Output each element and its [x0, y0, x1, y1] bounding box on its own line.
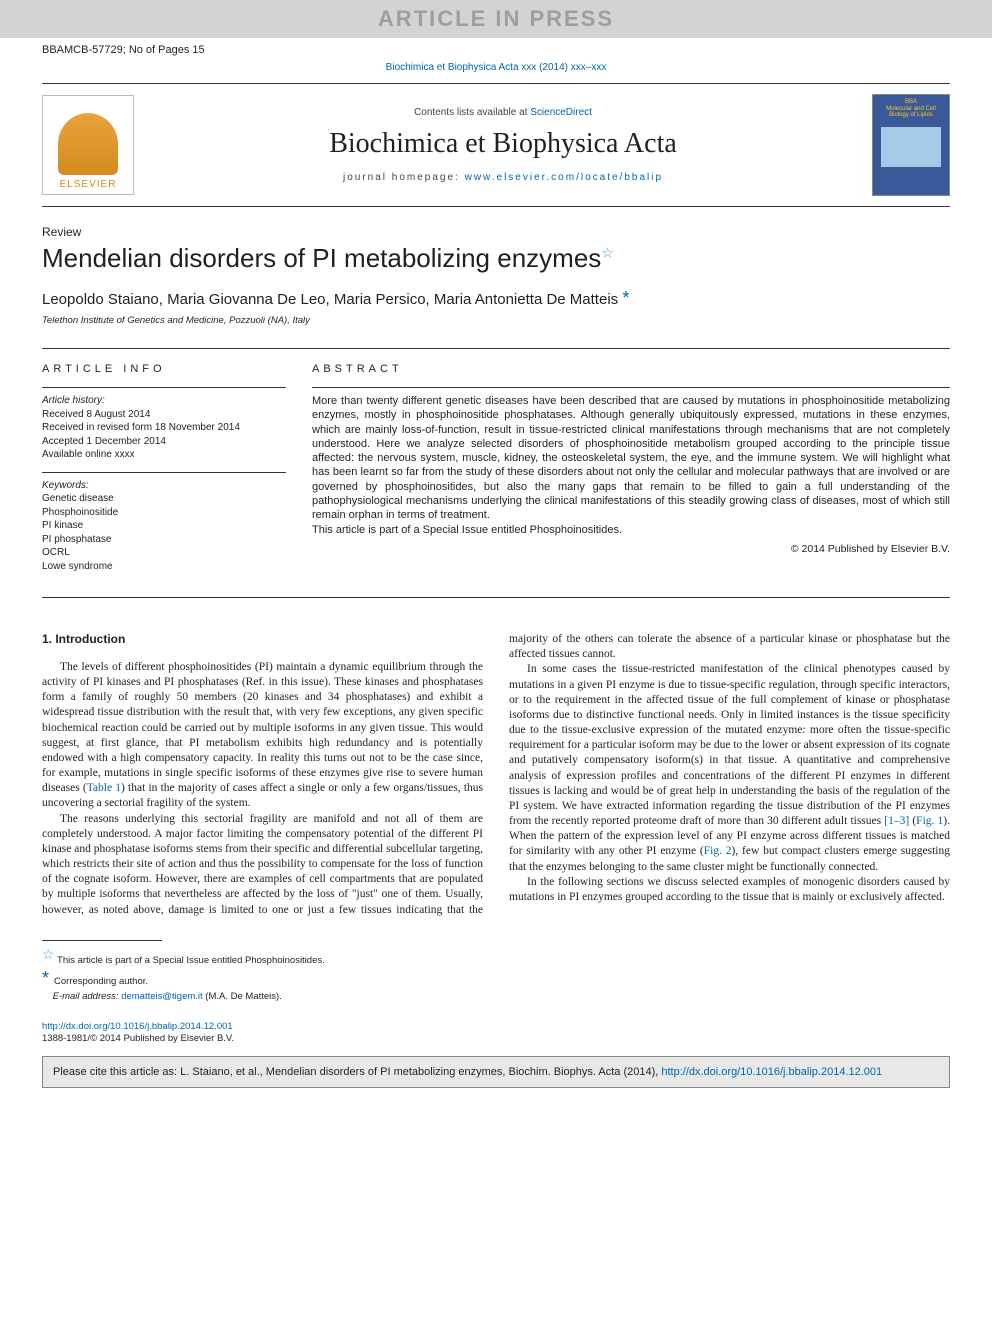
- table1-link[interactable]: Table 1: [87, 782, 121, 794]
- cover-image-icon: [881, 127, 941, 167]
- body-two-col: 1. Introduction The levels of different …: [42, 632, 950, 918]
- keyword: PI phosphatase: [42, 533, 286, 547]
- abstract-heading: abstract: [312, 363, 950, 375]
- contents-prefix: Contents lists available at: [414, 107, 530, 118]
- title-text: Mendelian disorders of PI metabolizing e…: [42, 243, 601, 273]
- article-title: Mendelian disorders of PI metabolizing e…: [42, 243, 950, 274]
- keyword: Lowe syndrome: [42, 560, 286, 574]
- cite-prefix: Please cite this article as: L. Staiano,…: [53, 1066, 661, 1078]
- footnote-rule: [42, 940, 162, 941]
- intro-p1: The levels of different phosphoinositide…: [42, 660, 483, 812]
- intro-p4: In the following sections we discuss sel…: [509, 875, 950, 905]
- journal-cover-thumb[interactable]: BBA Molecular and Cell Biology of Lipids: [872, 94, 950, 196]
- intro-heading: 1. Introduction: [42, 632, 483, 648]
- history-block: Article history: Received 8 August 2014 …: [42, 387, 286, 462]
- corresponding-mark-icon: *: [42, 968, 54, 988]
- star-icon: ☆: [601, 244, 614, 260]
- affiliation: Telethon Institute of Genetics and Medic…: [42, 315, 950, 326]
- email-link[interactable]: dematteis@tigem.it: [121, 991, 202, 1002]
- abstract-copyright: © 2014 Published by Elsevier B.V.: [312, 543, 950, 555]
- contents-line: Contents lists available at ScienceDirec…: [134, 107, 872, 118]
- journal-name: Biochimica et Biophysica Acta: [134, 128, 872, 160]
- keywords-block: Keywords: Genetic disease Phosphoinositi…: [42, 472, 286, 574]
- revised-date: Received in revised form 18 November 201…: [42, 421, 286, 435]
- email-footnote: E-mail address: dematteis@tigem.it (M.A.…: [42, 991, 472, 1003]
- history-label: Article history:: [42, 394, 286, 408]
- fig1-link[interactable]: Fig. 1: [916, 815, 943, 827]
- received-date: Received 8 August 2014: [42, 408, 286, 422]
- footnotes: ☆ This article is part of a Special Issu…: [42, 940, 472, 1003]
- cover-subtitle: Molecular and Cell Biology of Lipids: [877, 106, 945, 119]
- accepted-date: Accepted 1 December 2014: [42, 435, 286, 449]
- article-info-heading: article info: [42, 363, 286, 375]
- cover-acronym: BBA: [905, 99, 917, 106]
- elsevier-tree-icon: [58, 113, 118, 175]
- star-footnote: ☆ This article is part of a Special Issu…: [42, 945, 472, 968]
- article-in-press-bar: ARTICLE IN PRESS: [0, 0, 992, 38]
- cite-box: Please cite this article as: L. Staiano,…: [42, 1056, 950, 1088]
- authors-text: Leopoldo Staiano, Maria Giovanna De Leo,…: [42, 291, 622, 308]
- citation-line: Biochimica et Biophysica Acta xxx (2014)…: [0, 58, 992, 83]
- citation-link[interactable]: Biochimica et Biophysica Acta xxx (2014)…: [386, 62, 607, 73]
- keywords-label: Keywords:: [42, 479, 286, 493]
- doi-block: http://dx.doi.org/10.1016/j.bbalip.2014.…: [42, 1021, 950, 1046]
- keyword: OCRL: [42, 546, 286, 560]
- keyword: Genetic disease: [42, 492, 286, 506]
- abstract-text: More than twenty different genetic disea…: [312, 387, 950, 537]
- corr-footnote: * Corresponding author.: [42, 967, 472, 990]
- info-abstract-row: article info Article history: Received 8…: [42, 348, 950, 583]
- manuscript-id: BBAMCB-57729; No of Pages 15: [0, 38, 992, 58]
- abstract-body: More than twenty different genetic disea…: [312, 395, 950, 521]
- refs-1-3-link[interactable]: [1–3]: [884, 815, 909, 827]
- bar-text: ARTICLE IN PRESS: [378, 6, 614, 32]
- fig2-link[interactable]: Fig. 2: [704, 845, 732, 857]
- special-issue-note: This article is part of a Special Issue …: [312, 524, 622, 536]
- journal-header-center: Contents lists available at ScienceDirec…: [134, 107, 872, 183]
- article-type: Review: [42, 225, 950, 239]
- elsevier-logo[interactable]: ELSEVIER: [42, 95, 134, 195]
- doi-link[interactable]: http://dx.doi.org/10.1016/j.bbalip.2014.…: [42, 1021, 233, 1032]
- abstract-col: abstract More than twenty different gene…: [312, 363, 950, 583]
- sciencedirect-link[interactable]: ScienceDirect: [530, 107, 592, 118]
- star-icon: ☆: [42, 946, 55, 962]
- journal-header: ELSEVIER Contents lists available at Sci…: [42, 83, 950, 207]
- homepage-line: journal homepage: www.elsevier.com/locat…: [134, 172, 872, 183]
- issn-line: 1388-1981/© 2014 Published by Elsevier B…: [42, 1033, 234, 1044]
- section-divider: [42, 597, 950, 598]
- homepage-link[interactable]: www.elsevier.com/locate/bbalip: [465, 172, 663, 183]
- cite-doi-link[interactable]: http://dx.doi.org/10.1016/j.bbalip.2014.…: [661, 1066, 882, 1078]
- authors: Leopoldo Staiano, Maria Giovanna De Leo,…: [42, 288, 950, 309]
- intro-p3: In some cases the tissue-restricted mani…: [509, 662, 950, 874]
- keyword: Phosphoinositide: [42, 506, 286, 520]
- elsevier-text: ELSEVIER: [60, 179, 117, 190]
- article-info-col: article info Article history: Received 8…: [42, 363, 286, 583]
- corresponding-mark-icon: *: [622, 288, 629, 308]
- online-date: Available online xxxx: [42, 448, 286, 462]
- homepage-prefix: journal homepage:: [343, 172, 465, 183]
- keyword: PI kinase: [42, 519, 286, 533]
